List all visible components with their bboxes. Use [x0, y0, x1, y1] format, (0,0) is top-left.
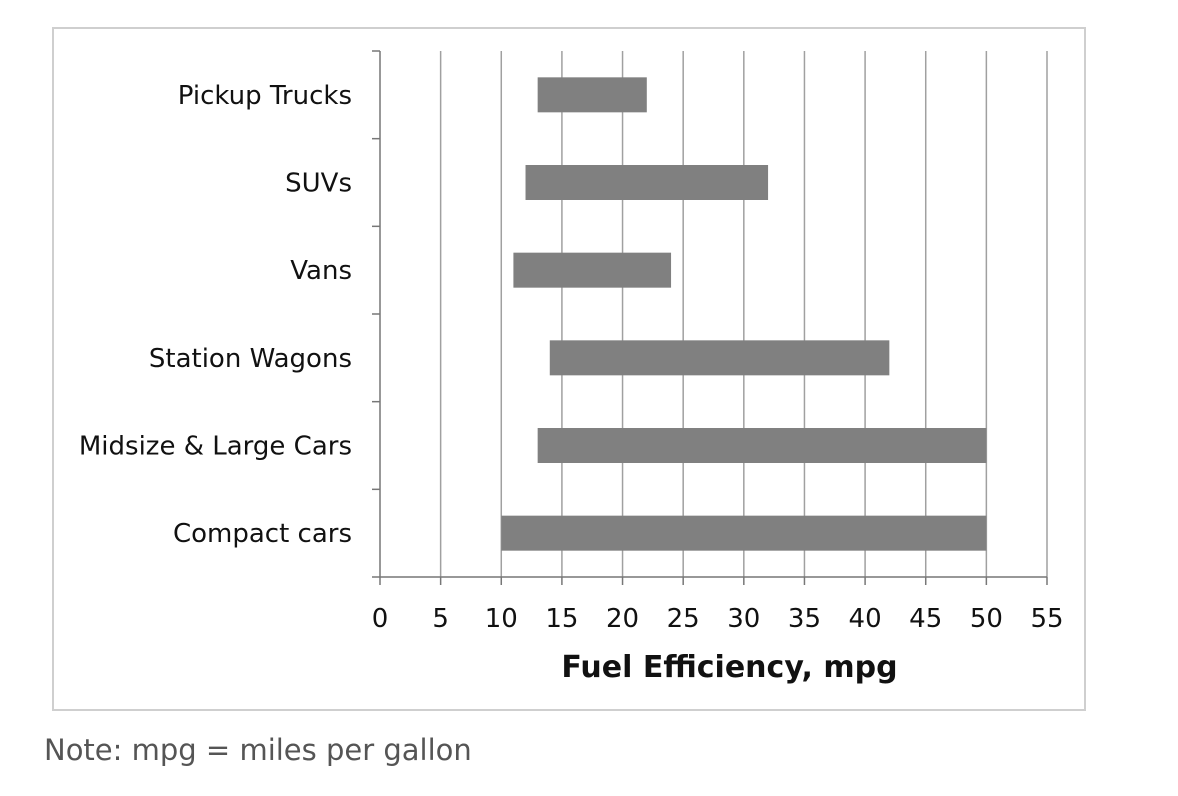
x-tick-label: 15	[545, 604, 578, 634]
x-tick-label: 30	[727, 604, 760, 634]
category-label: SUVs	[285, 169, 352, 199]
x-tick-label: 0	[372, 604, 389, 634]
bar	[525, 165, 769, 200]
axes	[372, 50, 1048, 585]
x-tick-label: 20	[606, 604, 639, 634]
category-label: Vans	[290, 256, 352, 286]
gridlines	[439, 51, 1048, 577]
bar	[513, 252, 672, 288]
bar	[537, 428, 987, 463]
x-tick-label: 35	[788, 604, 821, 634]
x-tick-label: 55	[1030, 604, 1063, 634]
category-label: Pickup Trucks	[178, 81, 352, 111]
category-label: Midsize & Large Cars	[79, 432, 352, 462]
bar	[549, 340, 890, 376]
x-tick-label: 25	[667, 604, 700, 634]
bar	[501, 515, 987, 551]
category-labels: Pickup Trucks SUVs Vans Station Wagons Midsi…	[79, 81, 352, 549]
x-tick-label: 5	[432, 604, 449, 634]
x-tick-label: 45	[909, 604, 942, 634]
bars	[501, 77, 987, 551]
x-tick-labels: 0 5 10 15 20 25 30 35 40 45 50 55	[372, 604, 1064, 634]
category-label: Compact cars	[173, 519, 352, 549]
range-bar-chart: Pickup Trucks SUVs Vans Station Wagons Midsi…	[79, 50, 1064, 685]
category-label: Station Wagons	[149, 344, 352, 374]
bar	[537, 77, 647, 113]
x-tick-label: 40	[849, 604, 882, 634]
x-tick-label: 10	[485, 604, 518, 634]
chart-frame: Pickup Trucks SUVs Vans Station Wagons Midsi…	[52, 27, 1086, 711]
x-tick-label: 50	[970, 604, 1003, 634]
x-axis-title: Fuel Efficiency, mpg	[561, 650, 897, 685]
footnote: Note: mpg = miles per gallon	[44, 733, 472, 767]
